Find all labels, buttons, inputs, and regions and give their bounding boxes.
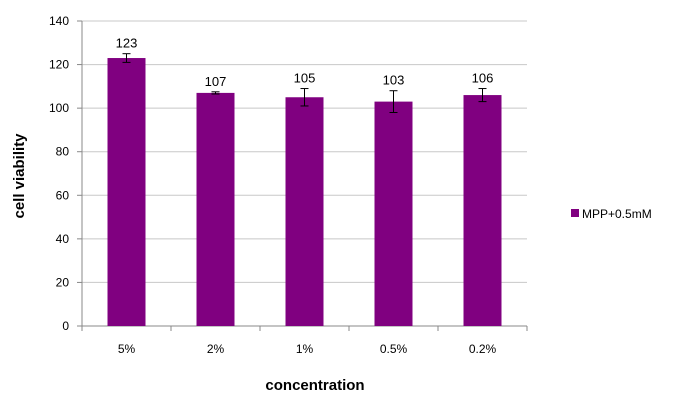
data-label: 106: [472, 71, 494, 86]
legend-swatch: [571, 209, 579, 217]
bar: [196, 92, 235, 327]
y-tick-label: 0: [62, 319, 69, 333]
y-tick-label: 140: [49, 14, 69, 28]
data-label: 103: [383, 73, 405, 88]
x-tick-label: 0.5%: [380, 342, 408, 356]
x-tick-label: 5%: [118, 342, 136, 356]
x-tick-labels: 5% 2% 1% 0.5% 0.2%: [118, 342, 497, 356]
bar: [285, 97, 324, 326]
y-tick-label: 80: [56, 145, 70, 159]
data-label: 105: [294, 71, 316, 86]
y-axis-title: cell viability: [11, 133, 28, 219]
x-tick-label: 0.2%: [469, 342, 497, 356]
x-axis-title: concentration: [265, 377, 364, 394]
legend: MPP+0.5mM: [571, 207, 652, 221]
y-tick-label: 120: [49, 58, 69, 72]
y-tick-label: 60: [56, 188, 70, 202]
y-tick-label: 100: [49, 101, 69, 115]
y-tick-label: 20: [56, 275, 70, 289]
bars: [107, 58, 502, 327]
x-tick-label: 1%: [296, 342, 314, 356]
bar: [463, 95, 502, 326]
y-tick-label: 40: [56, 232, 70, 246]
error-bars: [122, 53, 487, 113]
data-labels: 123 107 105 103 106: [116, 36, 494, 89]
data-label: 123: [116, 36, 138, 51]
y-tick-labels: 0 20 40 60 80 100 120 140: [49, 14, 69, 333]
legend-label: MPP+0.5mM: [582, 207, 652, 221]
bar: [107, 58, 146, 327]
data-label: 107: [205, 74, 227, 89]
bar: [374, 101, 413, 326]
x-tick-label: 2%: [207, 342, 225, 356]
